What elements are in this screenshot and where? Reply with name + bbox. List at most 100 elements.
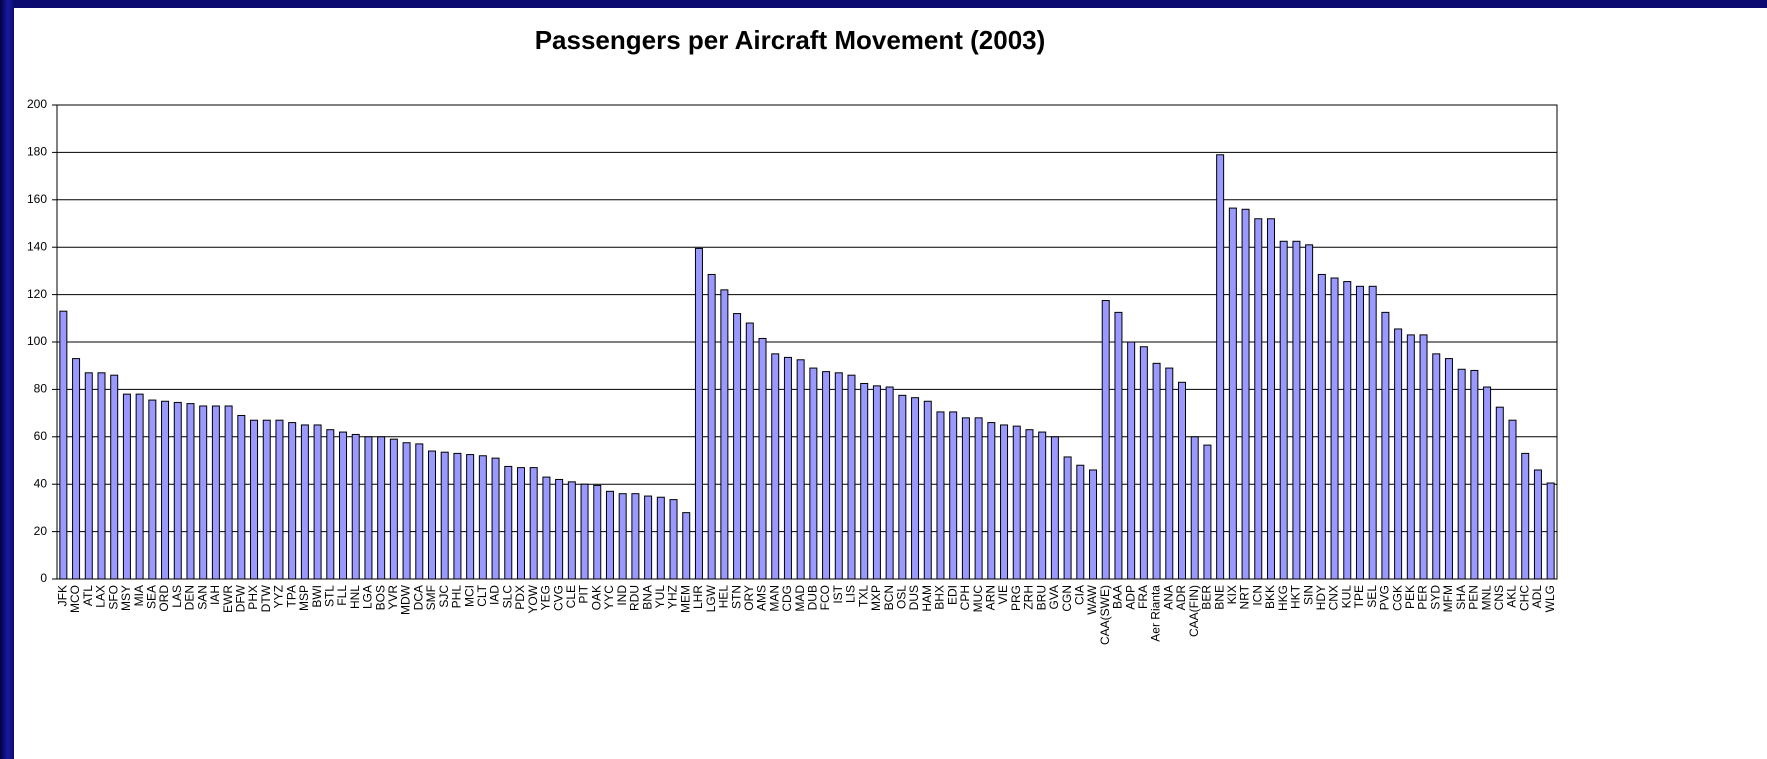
bar bbox=[1101, 300, 1110, 580]
x-tick-label: CIA bbox=[1072, 585, 1086, 605]
bar bbox=[148, 399, 157, 580]
x-tick-label: WLG bbox=[1543, 585, 1557, 612]
x-tick-label: ATL bbox=[81, 585, 95, 606]
x-tick-label: MNL bbox=[1479, 585, 1493, 611]
x-tick-label: MEM bbox=[678, 585, 692, 613]
bar bbox=[466, 454, 475, 580]
bar bbox=[567, 481, 576, 580]
x-tick-label: TPE bbox=[1352, 585, 1366, 608]
bar bbox=[173, 401, 182, 580]
x-tick-label: RDU bbox=[628, 585, 642, 611]
x-tick-label: DFW bbox=[233, 584, 247, 612]
bar bbox=[1076, 464, 1085, 580]
y-tick-label: 60 bbox=[34, 429, 48, 443]
bar bbox=[428, 450, 436, 580]
bar bbox=[516, 467, 525, 580]
x-tick-label: CNS bbox=[1492, 585, 1506, 610]
bar bbox=[122, 393, 131, 580]
bar bbox=[491, 457, 500, 580]
chart-title: Passengers per Aircraft Movement (2003) bbox=[535, 25, 1046, 55]
x-tick-label: LAS bbox=[170, 585, 184, 608]
bar bbox=[110, 374, 119, 580]
x-tick-label: MXP bbox=[869, 585, 883, 611]
bar bbox=[1216, 154, 1225, 580]
bar bbox=[72, 358, 81, 580]
x-tick-label: NRT bbox=[1238, 584, 1252, 609]
x-tick-label: MUC bbox=[971, 585, 985, 613]
x-tick-label: HAM bbox=[920, 585, 934, 612]
x-tick-label: BAA bbox=[1111, 585, 1125, 609]
x-tick-label: CLE bbox=[564, 585, 578, 608]
bar bbox=[847, 374, 856, 580]
bar bbox=[987, 422, 996, 580]
bar bbox=[97, 372, 106, 580]
x-tick-label: CDG bbox=[780, 585, 794, 612]
x-tick-label: FLL bbox=[335, 585, 349, 606]
x-tick-label: DUS bbox=[907, 585, 921, 610]
x-tick-label: AKL bbox=[1505, 585, 1519, 608]
bar bbox=[669, 499, 678, 580]
bar bbox=[911, 397, 920, 580]
bar bbox=[440, 451, 449, 580]
x-tick-label: MCO bbox=[68, 585, 82, 613]
x-tick-label: SYD bbox=[1428, 585, 1442, 610]
bar bbox=[1050, 436, 1059, 580]
bar bbox=[1406, 334, 1415, 580]
x-tick-label: JFK bbox=[56, 585, 70, 606]
bar bbox=[1368, 285, 1377, 580]
bar bbox=[694, 247, 703, 580]
x-tick-label: ORY bbox=[742, 585, 756, 611]
bar bbox=[885, 386, 894, 580]
x-tick-label: BWI bbox=[310, 585, 324, 608]
x-tick-label: KIX bbox=[1225, 585, 1239, 604]
x-tick-label: BER bbox=[1200, 585, 1214, 610]
bar bbox=[402, 442, 411, 580]
x-tick-label: BKK bbox=[1263, 585, 1277, 609]
bar bbox=[1546, 482, 1555, 580]
y-tick-label: 40 bbox=[34, 476, 48, 490]
x-tick-label: SIN bbox=[1301, 585, 1315, 605]
x-tick-label: BRU bbox=[1034, 585, 1048, 610]
x-tick-label: PVG bbox=[1378, 585, 1392, 610]
bar bbox=[1254, 218, 1263, 580]
x-tick-label: MSP bbox=[297, 585, 311, 611]
bar bbox=[542, 476, 551, 580]
bar bbox=[1381, 311, 1390, 580]
x-tick-label: CVG bbox=[551, 585, 565, 611]
bar bbox=[656, 496, 665, 580]
bar bbox=[1330, 277, 1339, 580]
x-tick-label: ICN bbox=[1250, 585, 1264, 606]
x-tick-label: SHA bbox=[1454, 585, 1468, 610]
bar bbox=[923, 400, 932, 580]
bar bbox=[1127, 341, 1136, 580]
bar bbox=[898, 394, 907, 580]
bar bbox=[758, 337, 767, 580]
x-tick-label: LGA bbox=[361, 585, 375, 609]
x-tick-label: ARN bbox=[983, 585, 997, 610]
x-tick-label: LGW bbox=[704, 584, 718, 612]
x-tick-label: FRA bbox=[1136, 585, 1150, 609]
bar bbox=[339, 431, 348, 580]
x-tick-label: SAN bbox=[195, 585, 209, 610]
bar bbox=[1266, 218, 1275, 580]
bar bbox=[872, 385, 881, 580]
y-tick-label: 200 bbox=[27, 97, 47, 111]
bar bbox=[364, 436, 373, 580]
x-tick-label: PHX bbox=[246, 585, 260, 610]
x-tick-label: WAW bbox=[1085, 584, 1099, 614]
bar bbox=[822, 371, 831, 580]
x-tick-label: CPH bbox=[958, 585, 972, 610]
bar bbox=[1495, 406, 1504, 580]
bar bbox=[936, 411, 945, 580]
x-tick-label: DCA bbox=[411, 585, 425, 610]
x-tick-label: OAK bbox=[589, 585, 603, 610]
bar bbox=[224, 405, 233, 580]
x-tick-label: YVR bbox=[386, 585, 400, 610]
x-tick-label: ADL bbox=[1530, 585, 1544, 609]
x-tick-label: SMF bbox=[424, 585, 438, 610]
x-tick-label: YHZ bbox=[666, 585, 680, 609]
bar bbox=[796, 359, 805, 580]
bar bbox=[733, 313, 742, 580]
bar bbox=[860, 382, 869, 580]
